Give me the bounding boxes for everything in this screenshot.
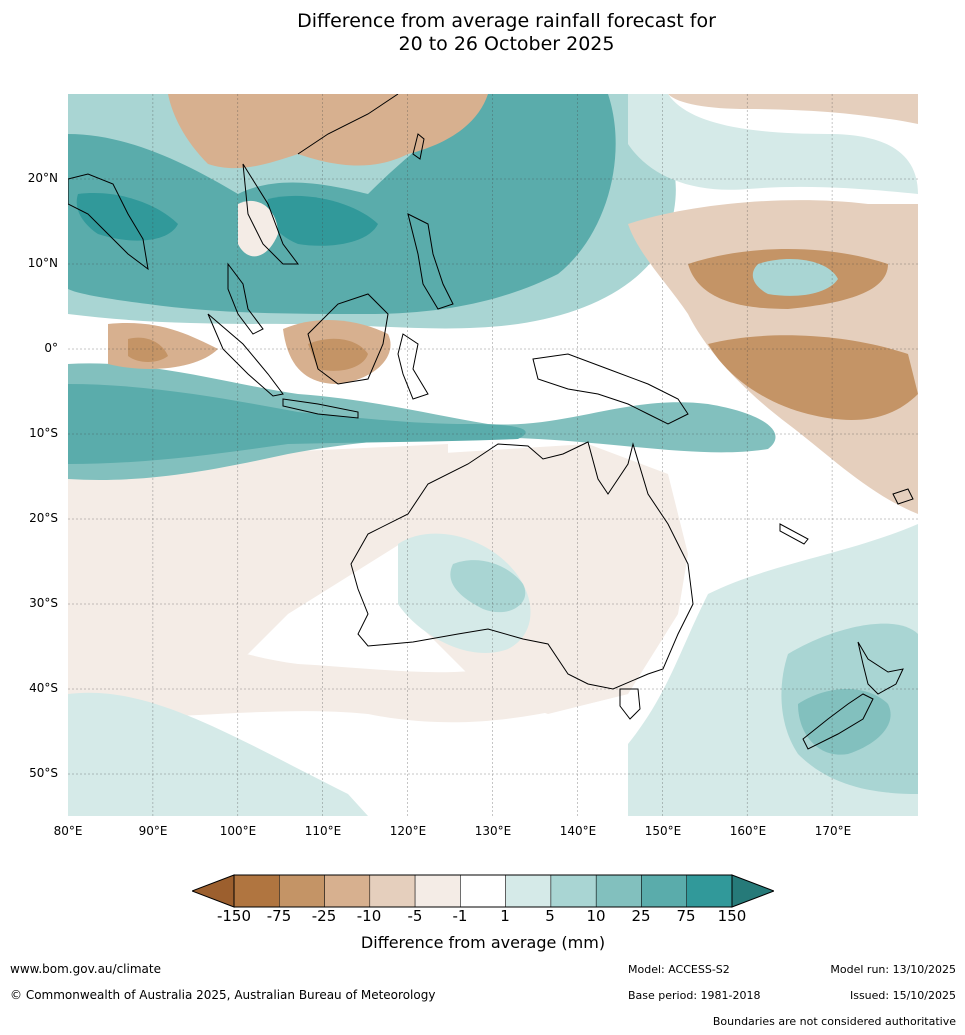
lon-label-90e: 90°E	[138, 824, 168, 838]
north-island-nz-coastline	[857, 641, 904, 695]
lat-label-20n: 20°N	[27, 171, 58, 185]
australia-wet-core	[450, 560, 526, 613]
java-coastline	[282, 398, 359, 419]
lon-label-140e: 140°E	[559, 824, 597, 838]
lat-label-40s: 40°S	[29, 681, 58, 695]
colorbar-tick-8: 10	[586, 907, 606, 925]
north-pacific-dry-band	[668, 94, 918, 124]
colorbar-tick-9: 25	[631, 907, 651, 925]
colorbar-swatch-8	[595, 874, 642, 908]
central-pacific-dry-core	[708, 335, 918, 420]
lon-label-170e: 170°E	[814, 824, 852, 838]
colorbar-tick-7: 5	[545, 907, 555, 925]
lon-label-130e: 130°E	[474, 824, 512, 838]
colorbar-swatch-3	[369, 874, 416, 908]
australia-coastline	[350, 441, 694, 690]
copyright-text: © Commonwealth of Australia 2025, Austra…	[10, 988, 436, 1002]
colorbar-swatch-10	[686, 874, 733, 908]
colorbar-tick-11: 150	[717, 907, 747, 925]
colorbar-tick-5: -1	[452, 907, 468, 925]
equatorial-dry-core	[128, 337, 168, 362]
lat-label-10s: 10°S	[29, 426, 58, 440]
lat-label-0: 0°	[44, 341, 58, 355]
india-coastline	[68, 173, 149, 271]
pacific-wet-patch	[752, 259, 838, 296]
colorbar-swatches	[233, 874, 733, 908]
fiji-coastline	[892, 488, 914, 505]
website-link[interactable]: www.bom.gov.au/climate	[10, 962, 161, 976]
base-period-text: Base period: 1981-2018	[628, 989, 761, 1002]
philippines-coastline	[407, 213, 454, 310]
taiwan-coastline	[412, 133, 425, 160]
rainfall-map-canvas	[68, 94, 918, 816]
lon-label-150e: 150°E	[644, 824, 682, 838]
model-text: Model: ACCESS-S2	[628, 963, 730, 976]
china-coastline	[297, 94, 399, 155]
sulawesi-coastline	[397, 333, 429, 400]
colorbar-tick-4: -5	[407, 907, 423, 925]
south-west-dry-region	[68, 628, 628, 723]
disclaimer-text: Boundaries are not considered authoritat…	[712, 1015, 956, 1028]
colorbar	[192, 874, 774, 908]
colorbar-tick-2: -25	[311, 907, 337, 925]
colorbar-tick-6: 1	[500, 907, 510, 925]
colorbar-tick-10: 75	[676, 907, 696, 925]
new-guinea-coastline	[532, 353, 689, 425]
china-dry-region	[168, 94, 488, 169]
new-caledonia-coastline	[779, 523, 809, 545]
malay-peninsula-coastline	[227, 262, 264, 335]
indian-ocean-wet-band	[68, 363, 776, 480]
colorbar-swatch-9	[641, 874, 687, 908]
lon-label-80e: 80°E	[53, 824, 83, 838]
colorbar-swatch-6	[505, 874, 552, 908]
issued-text: Issued: 15/10/2025	[849, 989, 956, 1002]
colorbar-swatch-7	[550, 874, 597, 908]
lat-label-30s: 30°S	[29, 596, 58, 610]
colorbar-swatch-0	[233, 874, 280, 908]
south-indian-dry-region	[68, 444, 448, 694]
indian-ocean-wet-core	[68, 384, 526, 464]
lon-label-110e: 110°E	[304, 824, 342, 838]
lon-label-100e: 100°E	[219, 824, 257, 838]
nz-wet-region	[798, 689, 891, 755]
colorbar-swatch-5	[460, 874, 506, 908]
colorbar-over-arrow	[731, 874, 774, 908]
colorbar-swatch-1	[279, 874, 325, 908]
lon-label-160e: 160°E	[729, 824, 767, 838]
north-wet-peak	[266, 195, 378, 246]
colorbar-swatch-2	[324, 874, 371, 908]
colorbar-tick-1: -75	[266, 907, 292, 925]
map-title: Difference from average rainfall forecas…	[0, 10, 965, 56]
lon-label-120e: 120°E	[389, 824, 427, 838]
colorbar-tick-3: -10	[356, 907, 382, 925]
south-island-nz-coastline	[802, 693, 874, 750]
coastlines	[68, 94, 914, 750]
indochina-coastline	[242, 163, 299, 265]
far-south-wet-region	[68, 692, 368, 816]
borneo-dry-core	[308, 338, 368, 371]
sumatra-coastline	[207, 313, 284, 397]
borneo-coastline	[307, 293, 389, 385]
colorbar-swatch-4	[414, 874, 461, 908]
pacific-wet-region	[628, 94, 918, 194]
lat-label-10n: 10°N	[27, 256, 58, 270]
lat-label-20s: 20°S	[29, 511, 58, 525]
lat-label-50s: 50°S	[29, 766, 58, 780]
model-run-text: Model run: 13/10/2025	[830, 963, 956, 976]
tasmania-coastline	[619, 688, 641, 720]
colorbar-under-arrow	[192, 874, 235, 908]
colorbar-label: Difference from average (mm)	[360, 933, 606, 952]
title-line-2: 20 to 26 October 2025	[398, 33, 615, 55]
rainfall-map	[68, 94, 918, 816]
colorbar-tick-0: -150	[216, 907, 252, 925]
title-line-1: Difference from average rainfall forecas…	[297, 10, 716, 32]
